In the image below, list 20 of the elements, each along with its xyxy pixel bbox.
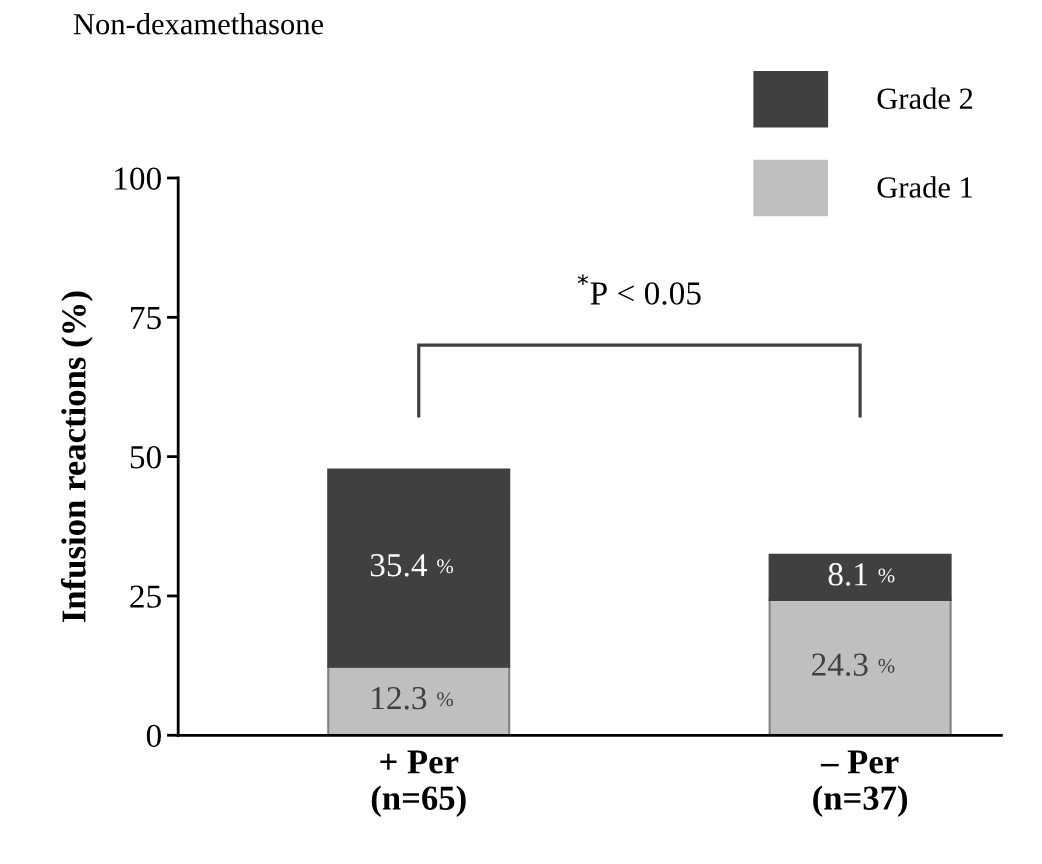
chart-title: Non-dexamethasone — [73, 12, 324, 35]
legend-label: Grade 1 — [877, 176, 973, 198]
x-tick-label: – Per (n=37) — [813, 750, 908, 817]
bar — [327, 468, 511, 668]
data-label: 35.4 % — [370, 554, 454, 577]
legend-label: Grade 2 — [877, 87, 973, 110]
annotation: $^{*}$P < 0.05 — [577, 274, 701, 305]
bar — [768, 598, 952, 736]
bar — [768, 553, 952, 601]
y-axis-title: Infusion reactions (%) — [60, 291, 93, 623]
y-tick-label: 100 — [115, 167, 161, 190]
bar — [327, 665, 511, 736]
x-tick-label: + Per (n=65) — [371, 750, 466, 817]
y-tick-label: 75 — [131, 307, 161, 330]
y-tick-label: 0 — [146, 724, 161, 748]
data-label: 24.3 % — [812, 653, 895, 677]
y-tick-label: 25 — [130, 585, 161, 608]
data-label: 8.1 % — [828, 563, 895, 586]
data-label: 12.3 % — [372, 686, 454, 710]
y-tick-label: 50 — [130, 446, 161, 469]
